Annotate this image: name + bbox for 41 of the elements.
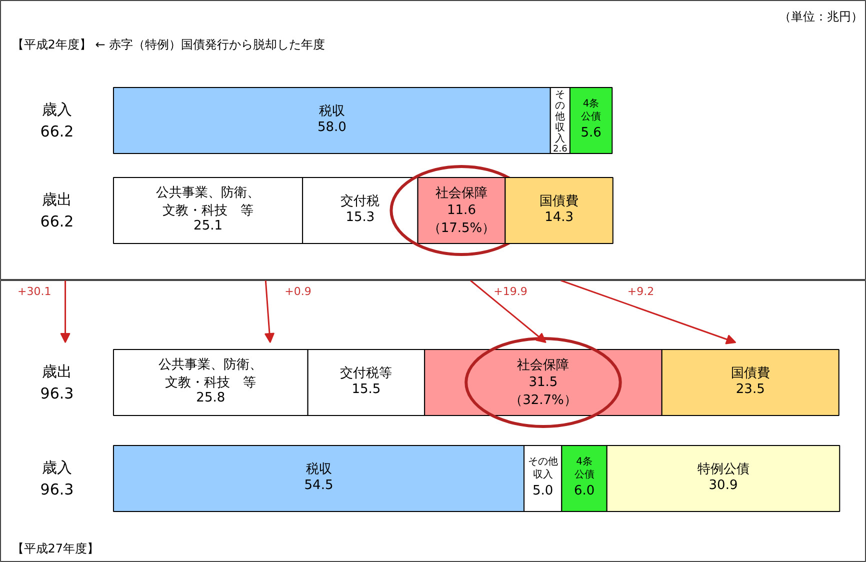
y-tick-label: 歳出 66.2 bbox=[40, 190, 74, 230]
series-label: その他収入 bbox=[555, 90, 566, 144]
series-label: 国債費 bbox=[540, 194, 579, 209]
series-label: 税収 bbox=[318, 104, 345, 119]
series-label: 税収 bbox=[306, 462, 332, 477]
series-label: 社会保障 bbox=[517, 358, 570, 373]
data-label: 23.5 bbox=[736, 382, 765, 397]
series-label: 社会保障 bbox=[435, 186, 488, 201]
text: +19.9 bbox=[494, 285, 528, 298]
series-label: 国債費 bbox=[730, 366, 770, 381]
data-label: 54.5 bbox=[304, 478, 334, 493]
data-label: 15.5 bbox=[352, 382, 381, 397]
data-label: 14.3 bbox=[544, 210, 574, 225]
data-label: 2.6 bbox=[553, 144, 568, 154]
data-label: 58.0 bbox=[317, 120, 346, 135]
data-label: 15.3 bbox=[346, 210, 375, 225]
data-label: 5.6 bbox=[580, 126, 602, 140]
data-label: 25.8 bbox=[196, 390, 226, 406]
data-label: 5.0 bbox=[532, 484, 554, 498]
data-label: 31.5 （32.7%） bbox=[510, 375, 577, 408]
series-label: 特例公債 bbox=[697, 462, 750, 477]
text: +30.1 bbox=[18, 285, 52, 298]
series-label: 公共事業、防衛、文教・科技 等 bbox=[158, 358, 263, 390]
y-tick-label: 歳入 66.2 bbox=[40, 100, 74, 140]
series-label: 公共事業、防衛、文教・科技 等 bbox=[156, 186, 260, 218]
y-tick-label: 歳出 96.3 bbox=[40, 362, 74, 402]
text: （単位：兆円） bbox=[778, 10, 863, 24]
data-label: 11.6 （17.5%） bbox=[428, 203, 496, 236]
text: 【平成27年度】 bbox=[12, 542, 100, 556]
data-label: 25.1 bbox=[194, 218, 223, 234]
series-label: 4条公債 bbox=[574, 456, 594, 481]
text: +9.2 bbox=[627, 285, 654, 298]
data-label: 6.0 bbox=[574, 484, 595, 498]
series-label: その他収入 bbox=[528, 456, 558, 481]
text: +0.9 bbox=[284, 285, 312, 298]
y-tick-label: 歳入 96.3 bbox=[40, 458, 74, 498]
series-label: 4条公債 bbox=[581, 98, 602, 123]
series-label: 交付税 bbox=[340, 193, 380, 209]
data-label: 30.9 bbox=[708, 478, 738, 493]
text: 【平成2年度】 ← 赤字（特例）国債発行から脱却した年度 bbox=[12, 38, 326, 52]
series-label: 交付税等 bbox=[340, 365, 392, 381]
